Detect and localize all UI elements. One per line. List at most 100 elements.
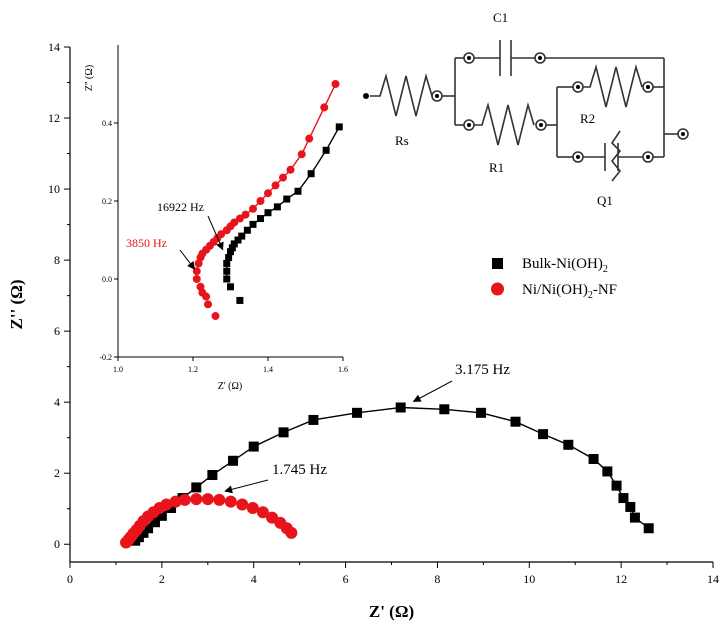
circuit-node-dot <box>467 123 471 127</box>
main-y-tick-label: 12 <box>48 111 60 125</box>
bulk-data-point <box>143 523 154 534</box>
inset-bulk-data-point <box>264 209 272 217</box>
nf-data-point <box>236 498 249 511</box>
circuit-node-dot <box>646 155 650 159</box>
bulk-data-point <box>191 482 202 493</box>
circuit-node-dot <box>538 56 542 60</box>
circuit-labels: C1 Rs R1 R2 Q1 <box>395 10 613 208</box>
bulk-data-point <box>625 501 636 512</box>
inset-x-tick-label: 1.6 <box>338 365 348 374</box>
rs-resistor <box>370 72 433 117</box>
inset-y-tick-label: 0.4 <box>102 119 112 128</box>
inset-nf-data-point <box>271 181 280 190</box>
circuit-dots <box>435 56 685 159</box>
inset-nf-data-point <box>211 312 220 321</box>
circuit-label-c1: C1 <box>493 10 508 25</box>
inset-background <box>118 45 343 357</box>
circuit-node-dot <box>435 94 439 98</box>
inset-bulk-data-point <box>273 203 281 211</box>
inset-nf-data-point <box>202 292 211 301</box>
inset-annotation-label: 16922 Hz <box>157 200 204 214</box>
inset-bulk-data-point <box>283 195 291 203</box>
main-x-tick-label: 6 <box>343 572 349 586</box>
main-y-tick-label: 2 <box>54 466 60 480</box>
inset-y-tick-label: -0.2 <box>99 353 112 362</box>
inset-x-axis-label: Z' (Ω) <box>218 381 243 392</box>
circuit-node-dot <box>646 85 650 89</box>
main-y-tick-label: 0 <box>54 537 60 551</box>
inset-x-tick-label: 1.4 <box>263 365 273 374</box>
main-axes: 0 2 4 6 8 10 12 14 0 2 4 6 8 10 12 14 Z' (Ω) Z'' (Ω) <box>7 40 719 621</box>
bulk-data-point <box>308 414 319 425</box>
inset-nf-data-point <box>286 165 295 174</box>
bulk-data-point <box>228 455 239 466</box>
bulk-data-point <box>611 480 622 491</box>
inset-nf-data-point <box>249 204 257 213</box>
inset-y-tick-label: 0.2 <box>102 197 112 206</box>
nf-data-point <box>224 495 237 508</box>
inset-bulk-data-point <box>223 259 231 267</box>
inset-bulk-data-point <box>236 296 244 304</box>
q1-variable-arrow <box>610 130 622 182</box>
bulk-data-point <box>248 441 259 452</box>
main-x-tick-label: 8 <box>434 572 440 586</box>
circuit-node-dot <box>539 123 543 127</box>
inset-bulk-data-point <box>225 254 233 262</box>
nf-data-point <box>178 493 191 506</box>
r1-resistor <box>474 101 535 146</box>
bulk-data-point <box>629 512 640 523</box>
main-y-tick-label: 10 <box>48 182 60 196</box>
bulk-data-point <box>352 407 363 418</box>
main-annotation-label: 1.745 Hz <box>272 462 327 478</box>
main-x-tick-label: 10 <box>523 572 535 586</box>
inset-bulk-data-point <box>294 187 302 195</box>
inset-nf-data-point <box>204 300 212 309</box>
inset-nf-data-point <box>230 218 239 227</box>
inset-nf-data-point <box>297 150 306 159</box>
main-x-tick-label: 0 <box>67 572 73 586</box>
inset-annotation-label: 3850 Hz <box>126 236 167 250</box>
inset-bulk-data-point <box>238 232 246 240</box>
circuit-input-dot <box>363 93 369 99</box>
inset-nf-data-point <box>217 230 226 239</box>
nf-data-point <box>246 502 259 515</box>
nf-data-point <box>160 498 173 511</box>
inset-nf-data-point <box>241 210 250 219</box>
main-series <box>120 402 654 549</box>
circuit-label-rs: Rs <box>395 133 409 148</box>
inset-x-tick-label: 1.0 <box>113 365 123 374</box>
legend-label-nf: Ni/Ni(OH)2-NF <box>522 282 617 301</box>
inset-nf-data-point <box>320 103 329 112</box>
r2-resistor <box>583 63 643 108</box>
main-x-axis-label: Z' (Ω) <box>369 602 414 621</box>
bulk-data-point <box>439 404 450 415</box>
bulk-data-point <box>207 469 218 480</box>
bulk-data-point <box>149 517 160 528</box>
inset-axes: 1.0 1.2 1.4 1.6 -0.2 0.0 0.2 0.4 Z' (Ω) Z'' (Ω) <box>84 45 348 392</box>
main-x-tick-label: 14 <box>707 572 719 586</box>
bulk-data-point <box>538 429 549 440</box>
inset-nf-data-point <box>256 197 265 205</box>
main-annotation-arrow <box>224 479 269 494</box>
nf-data-point <box>213 493 226 506</box>
inset-bulk-data-point <box>322 146 330 154</box>
main-annotation-label: 3.175 Hz <box>455 362 510 378</box>
inset-nf-data-point <box>264 189 272 198</box>
inset-bulk-data-point <box>234 236 242 244</box>
inset-y-axis-label: Z'' (Ω) <box>84 65 95 91</box>
inset-y-tick-label: 0.0 <box>102 275 112 284</box>
bulk-data-point <box>563 439 574 450</box>
inset-bulk-data-point <box>243 226 251 234</box>
bulk-data-point <box>476 407 487 418</box>
circuit-node-dot <box>681 132 685 136</box>
main-y-tick-label: 4 <box>54 395 60 409</box>
circuit-label-r1: R1 <box>489 160 504 175</box>
main-annotation-arrow <box>412 380 453 402</box>
circuit-node-dot <box>467 56 471 60</box>
inset-bulk-data-point <box>223 267 231 275</box>
nf-data-point <box>256 506 269 519</box>
main-y-tick-label: 8 <box>54 253 60 267</box>
main-x-tick-label: 4 <box>251 572 257 586</box>
inset-bulk-data-point <box>307 170 315 178</box>
